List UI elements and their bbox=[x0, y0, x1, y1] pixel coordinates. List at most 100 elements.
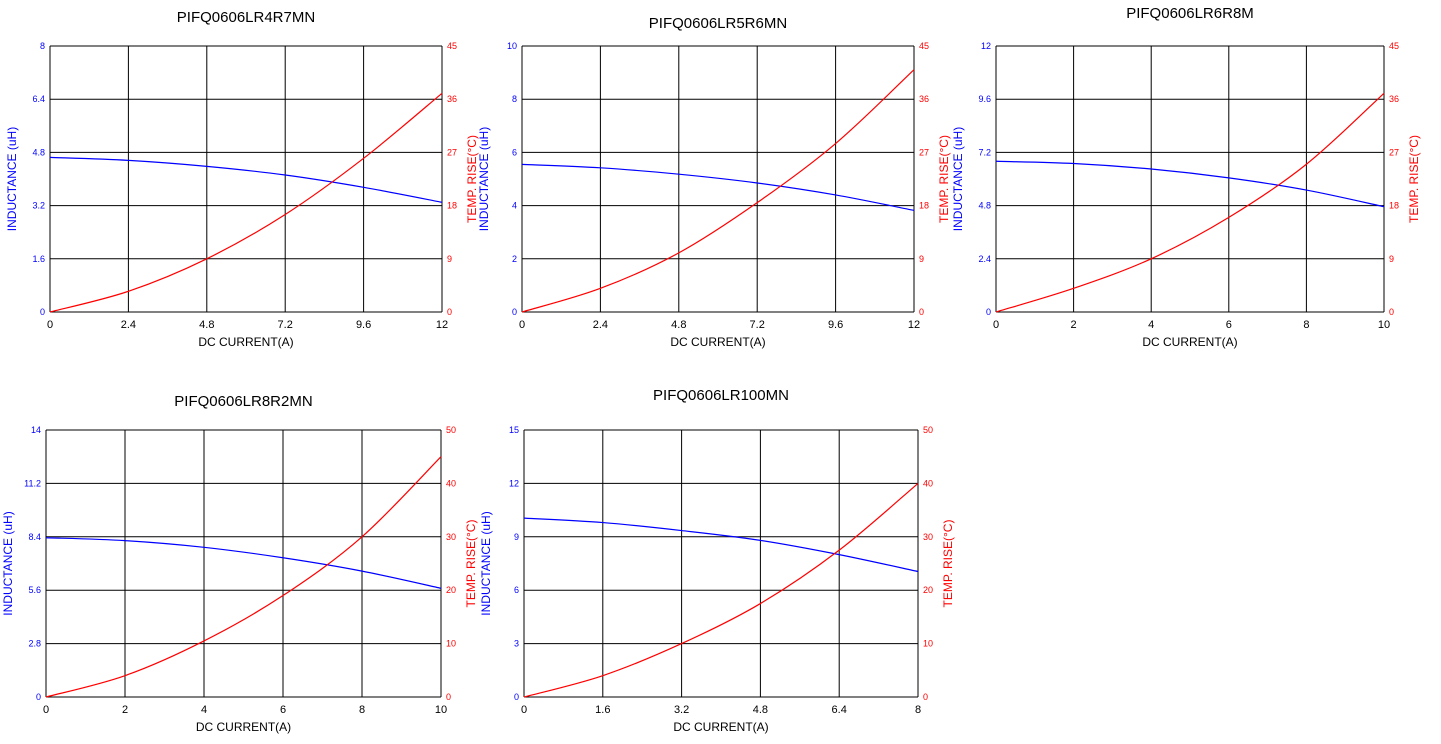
y-tick-label: 4.8 bbox=[978, 201, 991, 211]
y-tick-label: 6 bbox=[514, 585, 519, 595]
y-tick-label: 7.2 bbox=[978, 147, 991, 157]
y-tick-label: 0 bbox=[986, 307, 991, 317]
y-tick-label: 2.4 bbox=[978, 254, 991, 264]
x-tick-label: 7.2 bbox=[278, 319, 293, 331]
y2-tick-label: 30 bbox=[446, 532, 456, 542]
y2-tick-label: 0 bbox=[446, 692, 451, 702]
x-tick-label: 9.6 bbox=[356, 319, 371, 331]
y-tick-label: 8.4 bbox=[28, 532, 41, 542]
temperature-rise-line bbox=[996, 93, 1384, 312]
y-axis-label: INDUCTANCE (uH) bbox=[1, 511, 15, 615]
x-tick-label: 9.6 bbox=[828, 319, 843, 331]
y2-tick-label: 0 bbox=[923, 692, 928, 702]
y-tick-label: 12 bbox=[981, 41, 991, 51]
chart-pifq0606lr6r8m: PIFQ0606LR6R8M 0 2 4 6 8 10 0 2.4 4.8 7.2 9.6 12 0 9 18… bbox=[945, 0, 1441, 360]
temperature-rise-line bbox=[46, 457, 441, 697]
y-tick-label: 3 bbox=[514, 639, 519, 649]
y2-tick-label: 27 bbox=[447, 147, 457, 157]
y2-axis-label: TEMP. RISE(°C) bbox=[1407, 135, 1421, 223]
inductance-line bbox=[50, 157, 442, 202]
y-tick-label: 8 bbox=[40, 41, 45, 51]
x-tick-label: 1.6 bbox=[595, 704, 610, 716]
chart-pifq0606lr5r6mn: PIFQ0606LR5R6MN 0 2.4 4.8 7.2 9.6 12 0 2 4 6 8 10 0 9 1… bbox=[470, 0, 940, 360]
chart-title: PIFQ0606LR4R7MN bbox=[177, 9, 315, 26]
x-tick-label: 2.4 bbox=[121, 319, 136, 331]
chart-svg: PIFQ0606LR8R2MN0 2 4 6 8 1002.85.68.411.21401… bbox=[0, 380, 470, 744]
y-tick-label: 0 bbox=[36, 692, 41, 702]
y2-tick-label: 40 bbox=[923, 478, 933, 488]
chart-title: PIFQ0606LR100MN bbox=[653, 387, 789, 404]
y2-tick-label: 0 bbox=[1389, 307, 1394, 317]
x-tick-label: 4.8 bbox=[199, 319, 214, 331]
y2-tick-label: 18 bbox=[447, 201, 457, 211]
temperature-rise-line bbox=[50, 93, 442, 312]
y2-tick-label: 50 bbox=[923, 425, 933, 435]
inductance-line bbox=[46, 538, 441, 589]
x-tick-label: 3.2 bbox=[674, 704, 689, 716]
x-tick-label: 8 bbox=[1303, 319, 1309, 331]
y-tick-label: 5.6 bbox=[28, 585, 41, 595]
y2-tick-label: 36 bbox=[1389, 94, 1399, 104]
y-tick-label: 12 bbox=[509, 478, 519, 488]
y2-tick-label: 50 bbox=[446, 425, 456, 435]
y2-tick-label: 20 bbox=[923, 585, 933, 595]
y-tick-label: 4.8 bbox=[32, 147, 45, 157]
y-tick-label: 10 bbox=[507, 41, 517, 51]
x-axis-label: DC CURRENT(A) bbox=[196, 720, 291, 734]
y-tick-label: 0 bbox=[40, 307, 45, 317]
y2-tick-label: 10 bbox=[923, 639, 933, 649]
x-tick-label: 0 bbox=[993, 319, 999, 331]
x-tick-label: 4.8 bbox=[671, 319, 686, 331]
y2-tick-label: 27 bbox=[919, 147, 929, 157]
x-tick-label: 2 bbox=[122, 704, 128, 716]
y2-tick-label: 30 bbox=[923, 532, 933, 542]
chart-svg: PIFQ0606LR6R8M 0 2 4 6 8 10 0 2.4 4.8 7.2 9.6 12 0 9 18… bbox=[945, 0, 1441, 360]
chart-pifq0606lr4r7mn: PIFQ0606LR4R7MN 0 2.4 4.8 7.2 9.6 12 0 1.6 3.2 4.8… bbox=[0, 0, 460, 360]
y2-tick-label: 18 bbox=[1389, 201, 1399, 211]
y-tick-label: 0 bbox=[512, 307, 517, 317]
y2-tick-label: 10 bbox=[446, 639, 456, 649]
y-tick-label: 9.6 bbox=[978, 94, 991, 104]
y2-tick-label: 45 bbox=[919, 41, 929, 51]
chart-pifq0606lr8r2mn: PIFQ0606LR8R2MN 0 2 4 6 8 10 0 2.8 5.6 8.4 11.2 14 0 1… bbox=[0, 380, 470, 744]
y2-axis-label: TEMP. RISE(°C) bbox=[941, 520, 955, 608]
y-tick-label: 4 bbox=[512, 201, 517, 211]
y-axis-label: INDUCTANCE (uH) bbox=[5, 127, 19, 231]
chart-title: PIFQ0606LR6R8M bbox=[1126, 5, 1254, 22]
x-tick-label: 4 bbox=[201, 704, 207, 716]
y-tick-label: 6 bbox=[512, 147, 517, 157]
y2-tick-label: 9 bbox=[1389, 254, 1394, 264]
x-tick-label: 4.8 bbox=[753, 704, 768, 716]
x-tick-label: 6.4 bbox=[832, 704, 847, 716]
y-axis-label: INDUCTANCE (uH) bbox=[479, 511, 493, 615]
inductance-line bbox=[524, 518, 918, 571]
inductance-line bbox=[522, 164, 914, 210]
x-tick-label: 6 bbox=[280, 704, 286, 716]
inductance-line bbox=[996, 161, 1384, 206]
x-axis-label: DC CURRENT(A) bbox=[670, 335, 765, 349]
chart-title: PIFQ0606LR5R6MN bbox=[649, 15, 787, 32]
x-tick-label: 12 bbox=[908, 319, 920, 331]
temperature-rise-line bbox=[522, 70, 914, 312]
chart-svg: PIFQ0606LR4R7MN 0 2.4 4.8 7.2 9.6 12 0 1.6 3.2 4.8… bbox=[0, 0, 460, 360]
x-tick-label: 7.2 bbox=[750, 319, 765, 331]
y2-tick-label: 36 bbox=[919, 94, 929, 104]
x-tick-label: 10 bbox=[1378, 319, 1390, 331]
y-tick-label: 1.6 bbox=[32, 254, 45, 264]
y-tick-label: 11.2 bbox=[24, 478, 41, 488]
chart-pifq0606lr100mn: PIFQ0606LR100MN 0 1.6 3.2 4.8 6.4 8 0 3 6 9 12 15 0 10… bbox=[470, 380, 940, 744]
y2-tick-label: 40 bbox=[446, 478, 456, 488]
y-tick-label: 6.4 bbox=[32, 94, 45, 104]
y-tick-label: 2.8 bbox=[28, 639, 41, 649]
y2-tick-label: 18 bbox=[919, 201, 929, 211]
y-axis-label: INDUCTANCE (uH) bbox=[951, 127, 965, 231]
x-tick-label: 0 bbox=[521, 704, 527, 716]
y2-tick-label: 0 bbox=[447, 307, 452, 317]
x-tick-label: 2 bbox=[1071, 319, 1077, 331]
y2-tick-label: 45 bbox=[447, 41, 457, 51]
chart-svg: PIFQ0606LR5R6MN 0 2.4 4.8 7.2 9.6 12 0 2 4 6 8 10 0 9 1… bbox=[470, 0, 940, 360]
y-tick-label: 2 bbox=[512, 254, 517, 264]
x-tick-label: 12 bbox=[436, 319, 448, 331]
y-tick-label: 0 bbox=[514, 692, 519, 702]
